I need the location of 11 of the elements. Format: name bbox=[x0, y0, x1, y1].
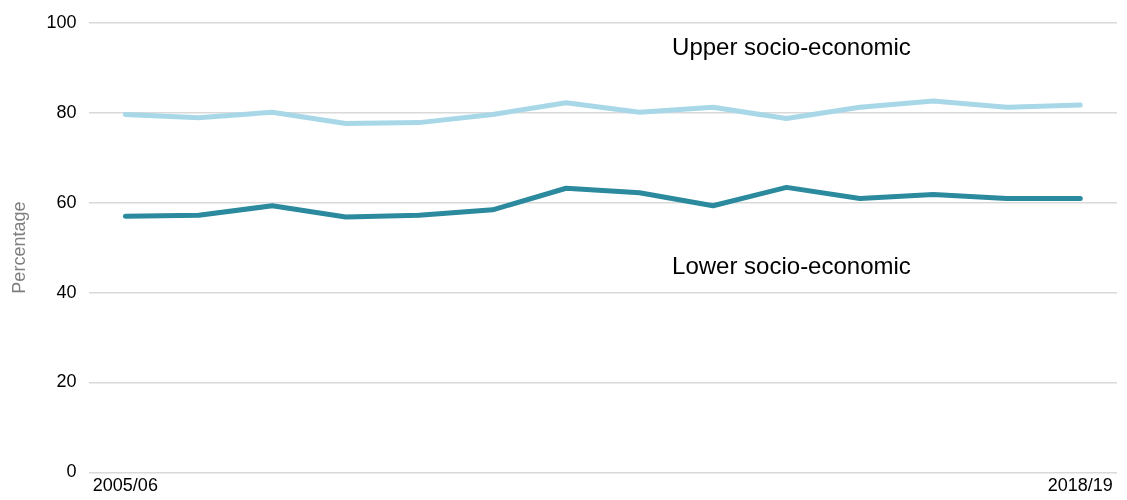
y-tick-label: 40 bbox=[56, 281, 77, 302]
y-tick-label: 20 bbox=[56, 371, 77, 392]
x-tick-label: 2005/06 bbox=[92, 475, 158, 496]
y-tick-label: 100 bbox=[46, 11, 77, 32]
y-tick-label: 60 bbox=[56, 191, 77, 212]
y-axis-title: Percentage bbox=[8, 201, 29, 294]
text: Lower socio-economic bbox=[672, 251, 911, 279]
y-tick-label: 0 bbox=[66, 461, 77, 482]
series-label: Upper socio-economic bbox=[672, 33, 911, 61]
y-tick-label: 80 bbox=[56, 101, 77, 122]
x-tick-label: 2018/19 bbox=[1047, 475, 1113, 496]
